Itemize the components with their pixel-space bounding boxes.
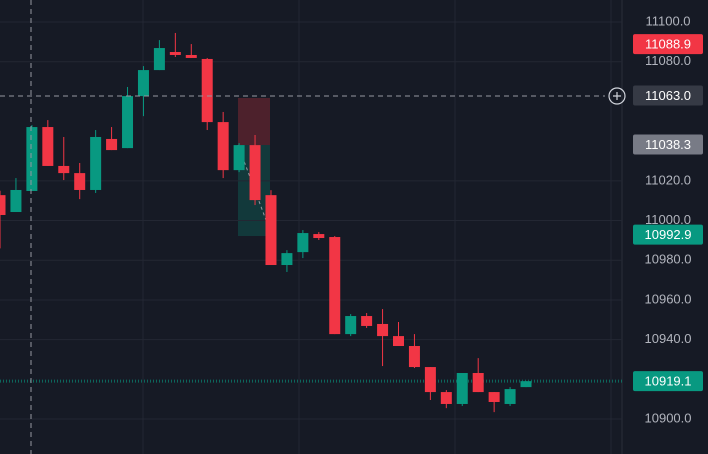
candle-body: [201, 58, 213, 123]
price-label: 11038.3: [645, 137, 691, 152]
price-label: 11063.0: [645, 88, 691, 103]
stop-zone: [238, 98, 270, 145]
price-label: 11088.9: [645, 37, 691, 52]
candle-body: [137, 70, 149, 97]
candle-body: [408, 346, 420, 368]
candle-body: [10, 189, 22, 213]
candle-body: [217, 122, 229, 171]
candle-body: [297, 233, 309, 253]
candle-body: [377, 323, 389, 337]
price-label: 10919.1: [645, 374, 692, 389]
candle-body: [249, 145, 261, 201]
crosshair-add-icon[interactable]: [608, 87, 626, 105]
price-label-box: [633, 134, 703, 155]
price-label-box: [633, 34, 703, 55]
candle-body: [122, 96, 134, 149]
y-tick-label: 11000.0: [645, 212, 691, 227]
price-label-box: [633, 85, 703, 106]
grid: [0, 21, 622, 420]
candle-body: [424, 367, 436, 393]
y-tick-label: 10900.0: [645, 410, 692, 425]
y-tick-label: 10940.0: [645, 331, 692, 346]
y-tick-label: 11080.0: [645, 53, 691, 68]
candle-body: [393, 336, 404, 347]
crosshair-add-plus: [613, 92, 621, 100]
y-tick-label: 11020.0: [645, 172, 691, 187]
price-label-box: [633, 371, 703, 392]
candle-body: [345, 316, 357, 335]
candle-body: [169, 52, 181, 55]
candle-body: [329, 237, 341, 335]
candle-body: [90, 136, 102, 190]
candle-body: [520, 381, 532, 388]
candle-body: [281, 253, 293, 266]
price-label: 10992.9: [645, 227, 692, 242]
candle-body: [26, 127, 38, 191]
candle-body: [488, 392, 500, 402]
price-label-box: [633, 224, 703, 245]
candle-body: [233, 145, 245, 171]
candle-body: [504, 389, 516, 404]
candle-body: [106, 138, 118, 151]
candle-body: [58, 165, 70, 174]
candle-body: [361, 316, 373, 326]
vertical-grid: [142, 0, 612, 454]
y-tick-label: 11100.0: [645, 13, 690, 28]
axis-labels: 11100.0 11080.0 11020.0 11000.0 10980.0 10960…: [633, 13, 703, 425]
candle-body: [265, 195, 277, 266]
candle-body: [313, 234, 325, 239]
candle-body: [456, 373, 468, 404]
candle-body: [42, 127, 54, 166]
candle-body: [440, 392, 452, 404]
candle-body: [185, 54, 197, 58]
candles: [0, 32, 532, 413]
candle-body: [472, 373, 484, 393]
candle-body: [153, 48, 165, 71]
y-tick-label: 10960.0: [645, 291, 692, 306]
y-tick-label: 10980.0: [645, 252, 692, 267]
candle-body: [74, 173, 86, 190]
candle-body: [0, 195, 6, 215]
